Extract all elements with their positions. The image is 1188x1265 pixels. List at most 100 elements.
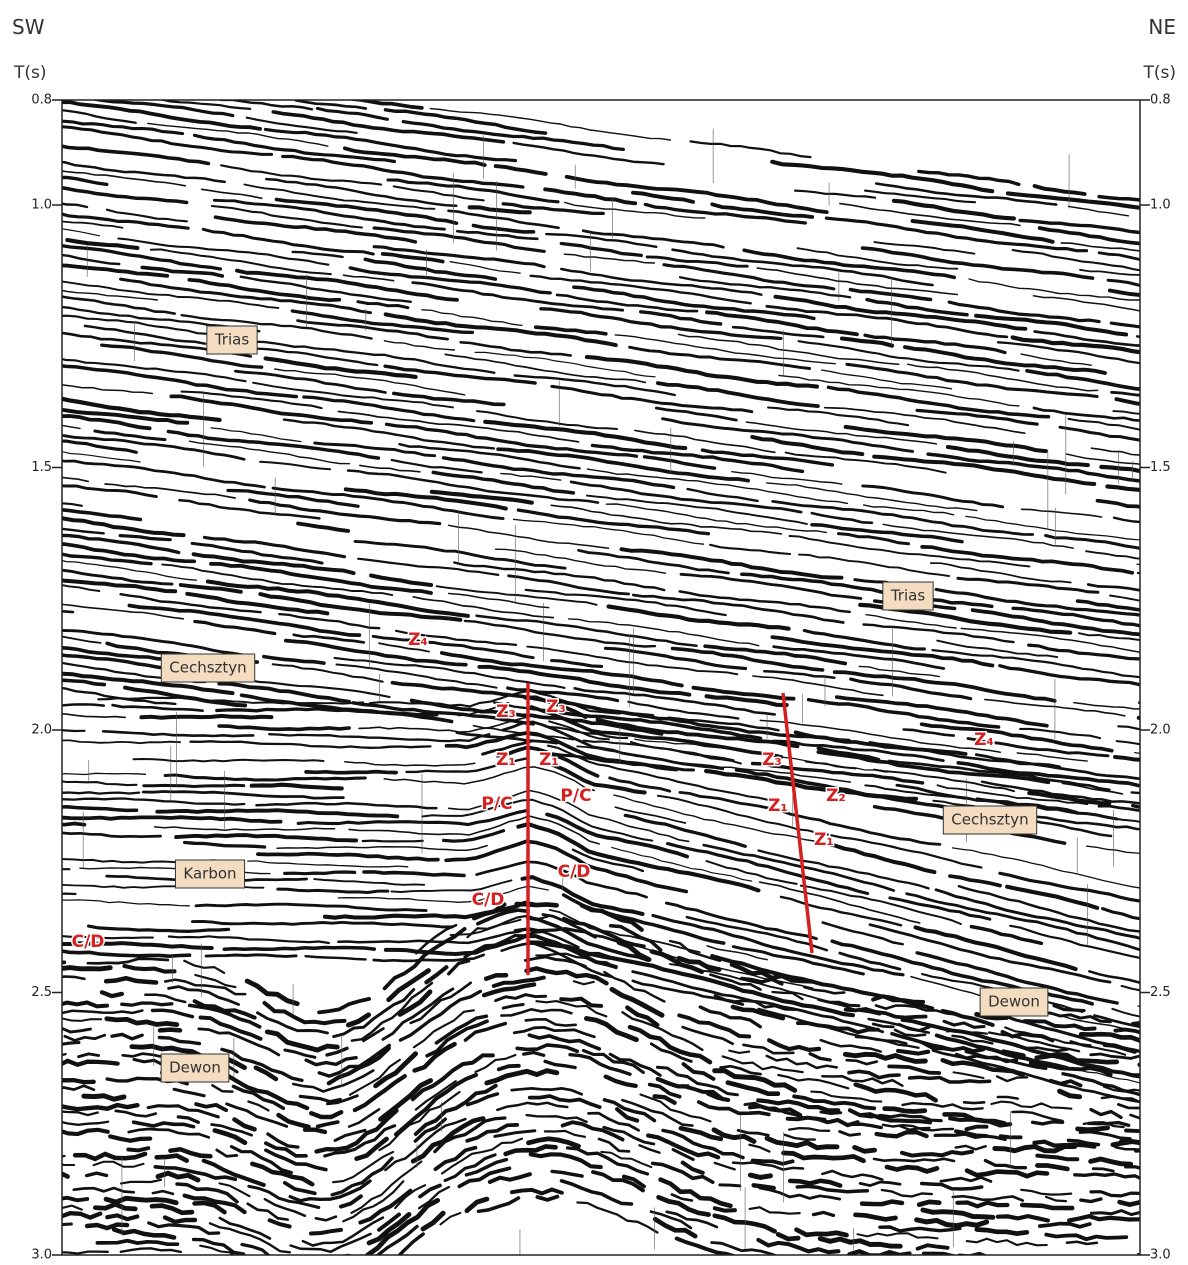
reflector (764, 671, 834, 678)
formation-label: Cechsztyn (951, 811, 1028, 829)
reflector (919, 1202, 939, 1205)
reflector (868, 1259, 918, 1262)
reflector (1140, 1065, 1188, 1075)
reflector (125, 966, 175, 972)
reflector (517, 904, 557, 905)
reflector (106, 1198, 176, 1203)
reflector (691, 141, 811, 157)
reflector (579, 550, 729, 573)
reflector (129, 1129, 209, 1137)
tick-label: 1.0 (31, 198, 52, 213)
reflector (768, 408, 908, 426)
reflector (103, 731, 253, 736)
reflector (672, 1195, 692, 1201)
reflector (957, 1203, 1007, 1207)
reflector (306, 772, 396, 773)
reflector (265, 1003, 345, 1023)
reflector (249, 1186, 319, 1207)
reflector (847, 1060, 877, 1064)
reflector (332, 1158, 392, 1195)
reflector (846, 1009, 926, 1018)
reflector (436, 1016, 486, 1043)
reflector (16, 481, 156, 497)
reflector (530, 1096, 600, 1107)
reflector (258, 854, 438, 860)
reflector (1115, 757, 1188, 772)
reflector (474, 226, 534, 232)
reflector (120, 536, 170, 540)
reflector (184, 961, 224, 973)
reflector (212, 206, 362, 228)
reflector (788, 1118, 858, 1126)
reflector (531, 1154, 601, 1167)
formation-label: Dewon (988, 993, 1040, 1011)
horizon-marker: Z₄ (974, 730, 994, 750)
reflector (11, 831, 161, 837)
reflector (30, 968, 110, 972)
reflector (524, 1053, 544, 1056)
reflector (94, 1162, 144, 1167)
reflector (22, 943, 212, 948)
reflector (552, 661, 602, 667)
reflector (1091, 1110, 1121, 1118)
reflector (98, 698, 198, 700)
reflector (202, 189, 262, 198)
horizon-marker: Z₃ (496, 702, 516, 722)
reflector (950, 876, 1000, 886)
reflector (759, 851, 929, 889)
reflector (820, 1239, 900, 1247)
reflector (1113, 411, 1188, 437)
reflector (248, 1102, 268, 1111)
reflector (256, 803, 436, 808)
reflector (38, 1061, 118, 1066)
reflector (278, 889, 388, 892)
reflector (144, 785, 244, 786)
reflector (997, 1076, 1027, 1081)
reflector (1115, 1030, 1185, 1036)
reflector (461, 342, 571, 355)
reflector (821, 1112, 841, 1114)
reflector (799, 555, 949, 576)
reflector (750, 1175, 770, 1177)
reflector (846, 427, 1046, 451)
reflector (720, 1185, 740, 1186)
reflector (1033, 1122, 1063, 1124)
reflector (885, 1109, 925, 1112)
reflector (494, 978, 544, 986)
reflector (252, 785, 342, 789)
reflector (1087, 846, 1177, 861)
reflector (1103, 909, 1188, 970)
reflector (856, 1215, 896, 1220)
reflector (79, 1054, 99, 1057)
reflector (4, 427, 244, 460)
reflector (894, 201, 1014, 219)
reflector (32, 498, 82, 506)
reflector (1136, 1150, 1186, 1156)
reflector (248, 861, 408, 867)
reflector (20, 507, 140, 520)
reflector (384, 341, 454, 350)
reflector (37, 1002, 107, 1007)
reflector (874, 1159, 954, 1161)
reflector (128, 1148, 148, 1150)
reflector (210, 1223, 290, 1252)
reflector (84, 1096, 124, 1099)
reflector (923, 1210, 993, 1217)
reflector (1017, 1258, 1097, 1265)
reflector (1067, 1242, 1097, 1244)
reflector (1040, 228, 1188, 256)
reflector (497, 1103, 567, 1110)
reflector (306, 956, 366, 959)
reflector (24, 961, 64, 963)
reflector (545, 1061, 575, 1067)
reflector (219, 684, 349, 702)
reflector (1022, 509, 1102, 517)
reflector (1013, 1112, 1063, 1121)
reflector (38, 1119, 108, 1125)
reflector (882, 1190, 932, 1196)
reflector (1029, 645, 1149, 660)
reflector (449, 525, 609, 548)
reflector (1081, 1199, 1101, 1202)
reflector (364, 872, 464, 876)
reflector (789, 1128, 829, 1131)
